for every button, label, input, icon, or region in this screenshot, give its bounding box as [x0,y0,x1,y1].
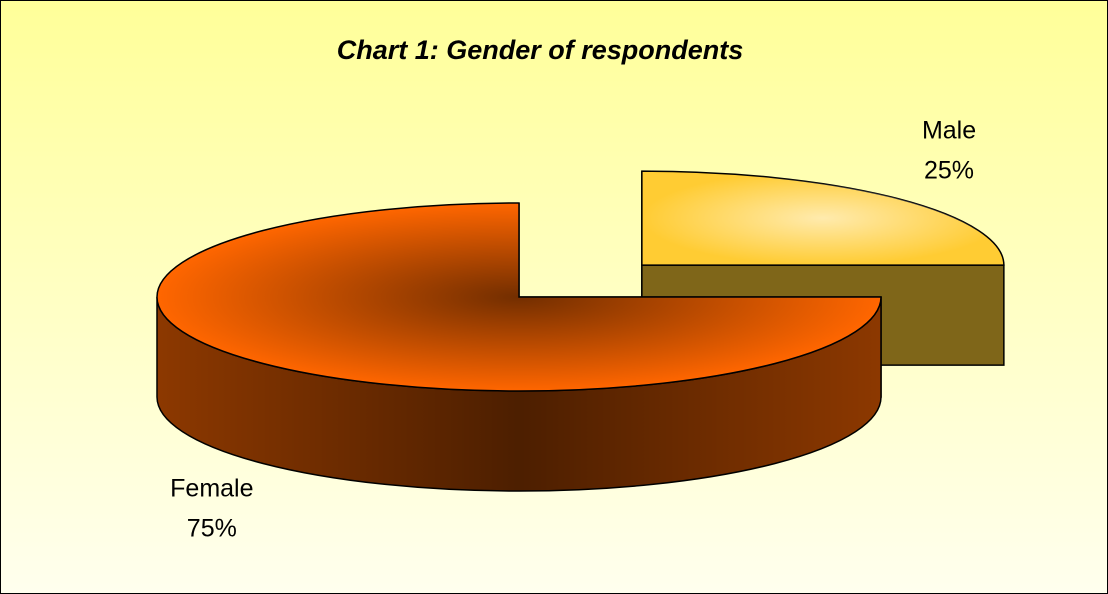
slice-value-label: 75% [187,515,237,543]
slice-wall-shade [157,297,881,491]
slice-value-label: 25% [924,157,974,185]
slice-top-shade [157,203,881,391]
slice-label: Male [922,117,976,145]
slice-top-shade [641,171,1004,266]
slice-label: Female [170,475,253,503]
chart-title: Chart 1: Gender of respondents [337,35,744,65]
